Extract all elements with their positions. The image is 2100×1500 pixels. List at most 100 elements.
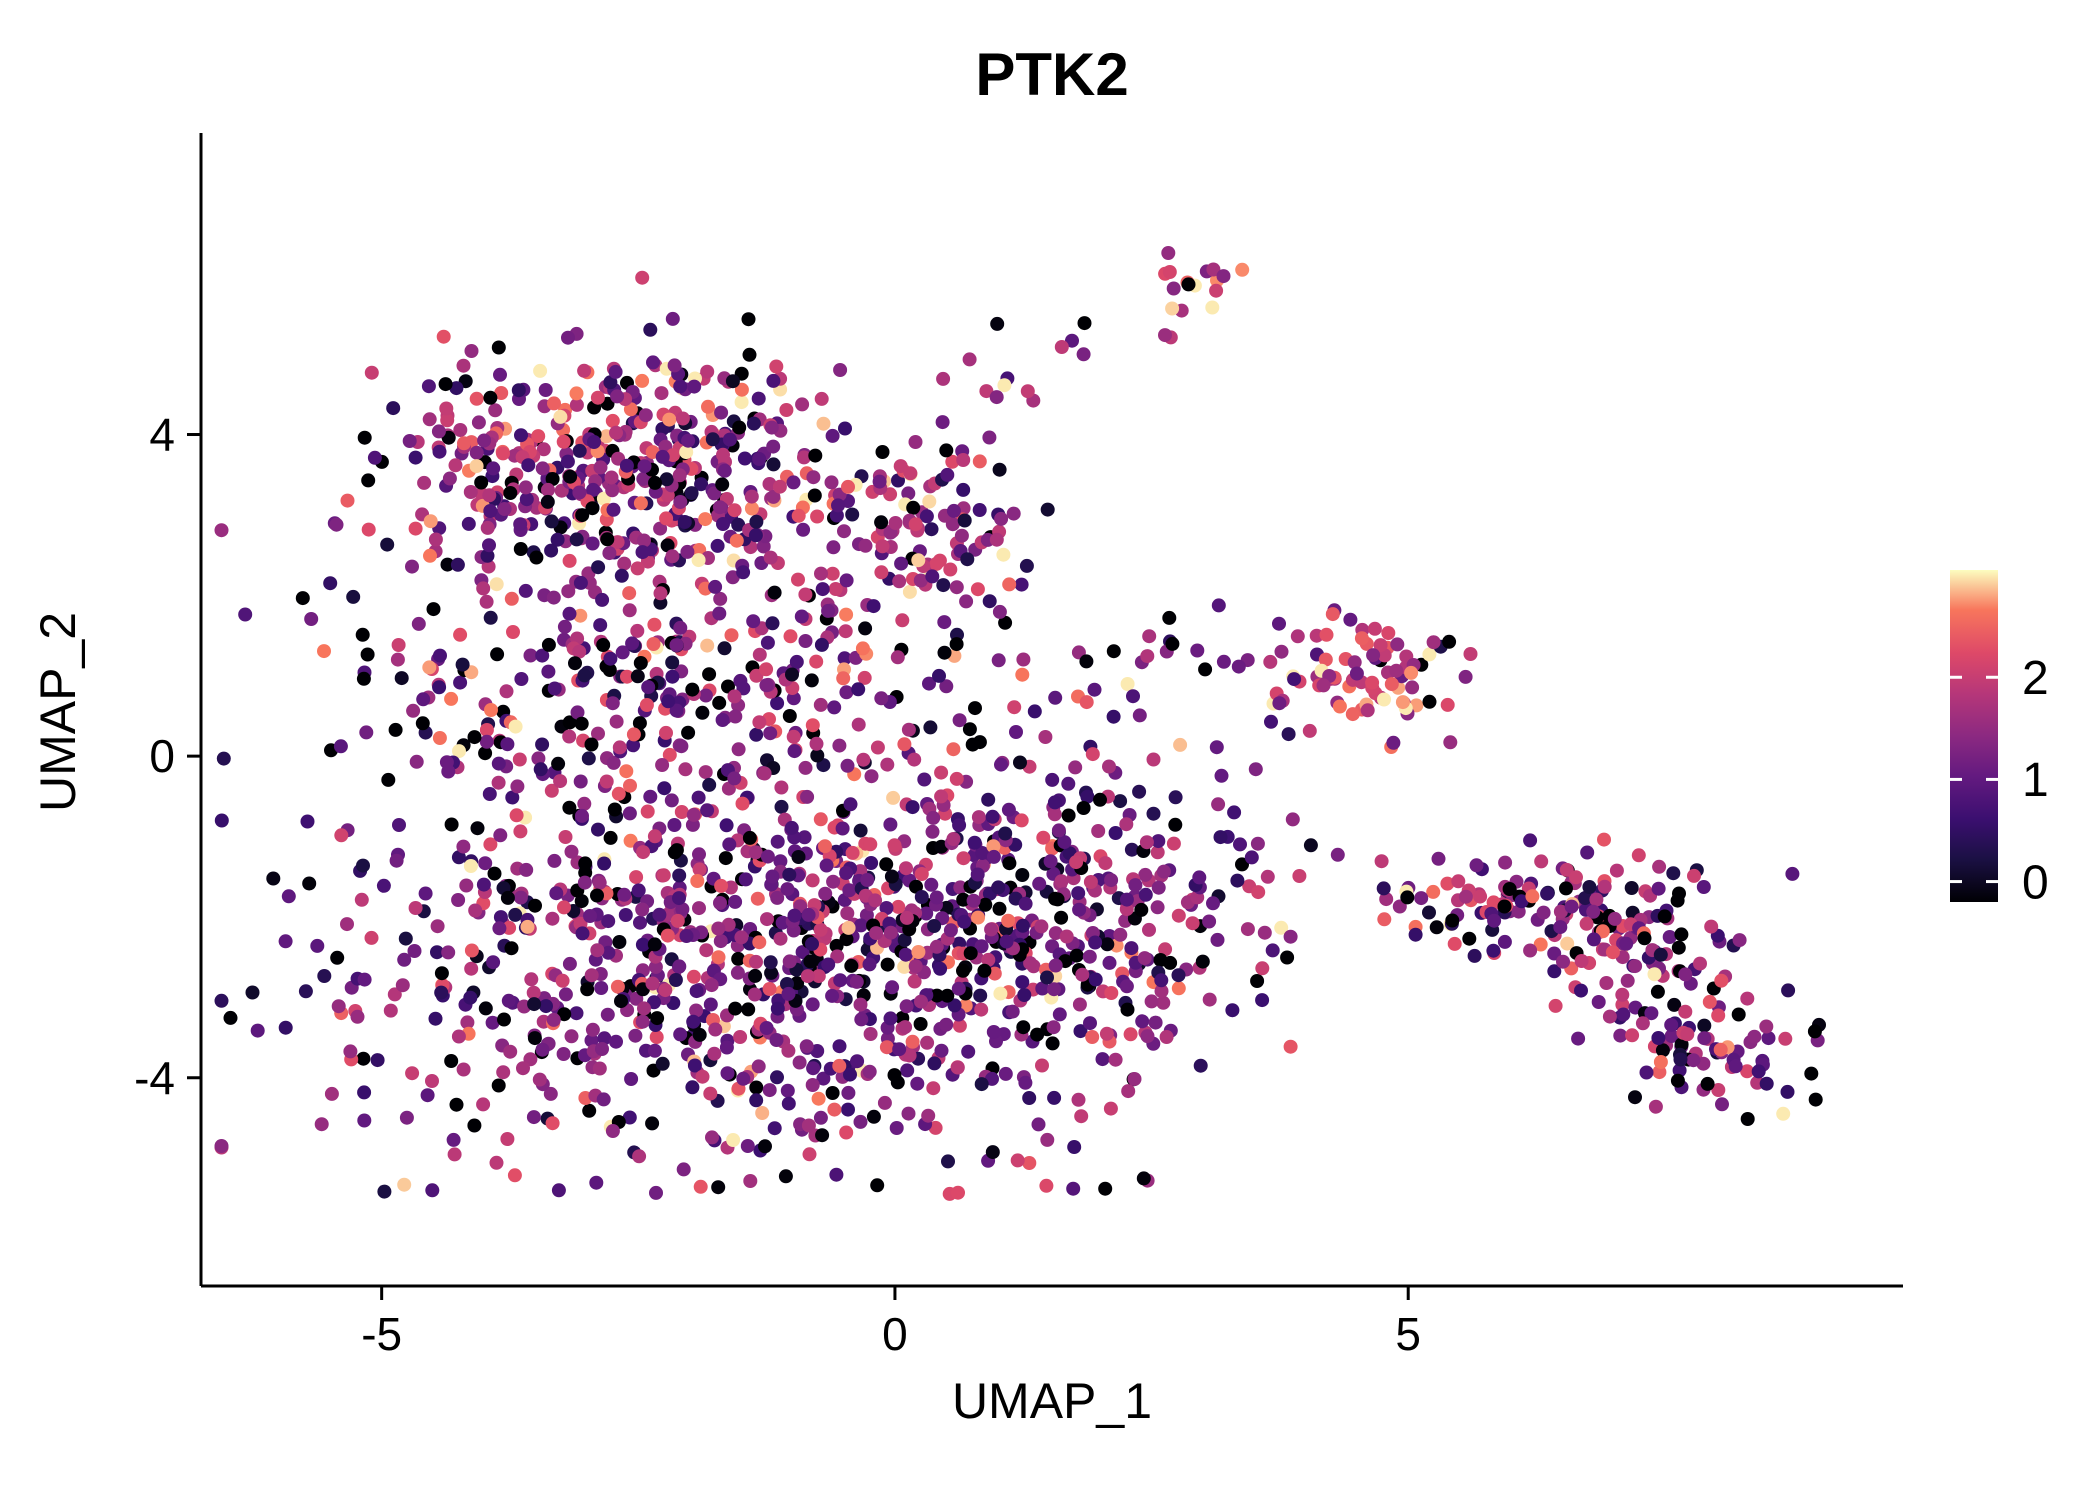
data-point — [637, 1001, 651, 1016]
data-point — [1209, 283, 1224, 298]
data-point — [1214, 768, 1229, 783]
data-point — [463, 485, 478, 499]
data-point — [750, 891, 765, 906]
data-point — [535, 1042, 550, 1057]
data-point — [782, 954, 797, 969]
data-point — [716, 517, 730, 531]
data-point — [1404, 665, 1419, 680]
data-point — [1523, 943, 1538, 958]
data-point — [1586, 904, 1601, 919]
data-point — [934, 789, 949, 804]
data-point — [759, 678, 774, 693]
data-point — [877, 1095, 892, 1110]
data-point — [749, 1093, 764, 1108]
data-point — [434, 985, 449, 1000]
data-point — [1405, 680, 1420, 695]
data-point — [500, 737, 515, 752]
data-point — [839, 866, 854, 880]
data-point — [924, 522, 939, 537]
data-point — [661, 694, 676, 709]
data-point — [503, 486, 518, 500]
data-point — [667, 358, 682, 373]
data-point — [648, 959, 663, 974]
data-point — [1458, 889, 1473, 904]
data-point — [1560, 936, 1575, 951]
data-point — [1151, 880, 1166, 895]
data-point — [1126, 689, 1140, 704]
data-point — [998, 615, 1013, 630]
data-point — [929, 939, 944, 954]
data-point — [759, 662, 774, 677]
data-point — [698, 765, 713, 780]
data-point — [569, 386, 584, 401]
data-point — [795, 397, 810, 412]
data-point — [630, 623, 645, 638]
data-point — [767, 1121, 782, 1136]
data-point — [432, 444, 447, 459]
data-point — [489, 577, 504, 592]
data-point — [518, 480, 533, 495]
data-point — [1181, 277, 1196, 292]
data-point — [691, 553, 706, 568]
data-point — [564, 844, 579, 859]
axes: -5 0 5 4 0 -4 — [134, 133, 1903, 1360]
data-point — [302, 876, 317, 891]
data-point — [747, 987, 762, 1002]
data-point — [1010, 1153, 1025, 1168]
data-point — [1780, 1084, 1795, 1099]
data-point — [994, 511, 1009, 526]
data-point — [826, 540, 841, 555]
data-point — [544, 783, 559, 798]
data-point — [356, 858, 370, 873]
data-point — [992, 462, 1007, 477]
data-point — [1016, 1020, 1031, 1035]
data-point — [690, 874, 705, 888]
data-point — [1547, 964, 1562, 979]
data-point — [1034, 919, 1049, 934]
data-point — [899, 910, 914, 925]
data-point — [939, 1017, 954, 1032]
data-point — [1087, 682, 1102, 697]
data-point — [839, 573, 854, 588]
data-point — [500, 1132, 515, 1146]
data-point — [587, 435, 601, 449]
data-point — [863, 837, 878, 852]
data-point — [885, 980, 900, 995]
data-point — [508, 719, 523, 734]
data-point — [1227, 805, 1242, 820]
data-point — [499, 684, 514, 699]
data-point — [562, 606, 577, 621]
data-point — [787, 744, 802, 759]
data-point — [1018, 896, 1033, 911]
data-point — [1052, 1007, 1067, 1022]
data-point — [943, 562, 958, 577]
data-point — [727, 503, 742, 518]
data-point — [1451, 874, 1466, 889]
data-point — [606, 755, 621, 770]
data-point — [1076, 801, 1091, 815]
data-point — [1365, 675, 1380, 690]
data-point — [665, 669, 680, 684]
data-point — [728, 1001, 743, 1016]
data-point — [1251, 885, 1266, 900]
data-point — [1354, 631, 1369, 646]
data-point — [553, 774, 568, 789]
data-point — [633, 915, 647, 930]
data-point — [1054, 910, 1069, 925]
data-point — [974, 1077, 989, 1092]
data-point — [643, 322, 658, 337]
data-point — [1235, 857, 1249, 872]
data-point — [392, 818, 406, 832]
data-point — [1776, 1106, 1791, 1121]
data-point — [1061, 776, 1076, 791]
data-point — [1046, 1020, 1061, 1035]
data-point — [646, 355, 660, 370]
data-point — [455, 657, 470, 672]
data-point — [716, 447, 730, 462]
data-point — [832, 1058, 847, 1073]
data-point — [1132, 708, 1147, 723]
data-point — [686, 1014, 701, 1029]
data-point — [1006, 506, 1021, 521]
data-point — [700, 803, 715, 818]
data-point — [1687, 868, 1701, 883]
